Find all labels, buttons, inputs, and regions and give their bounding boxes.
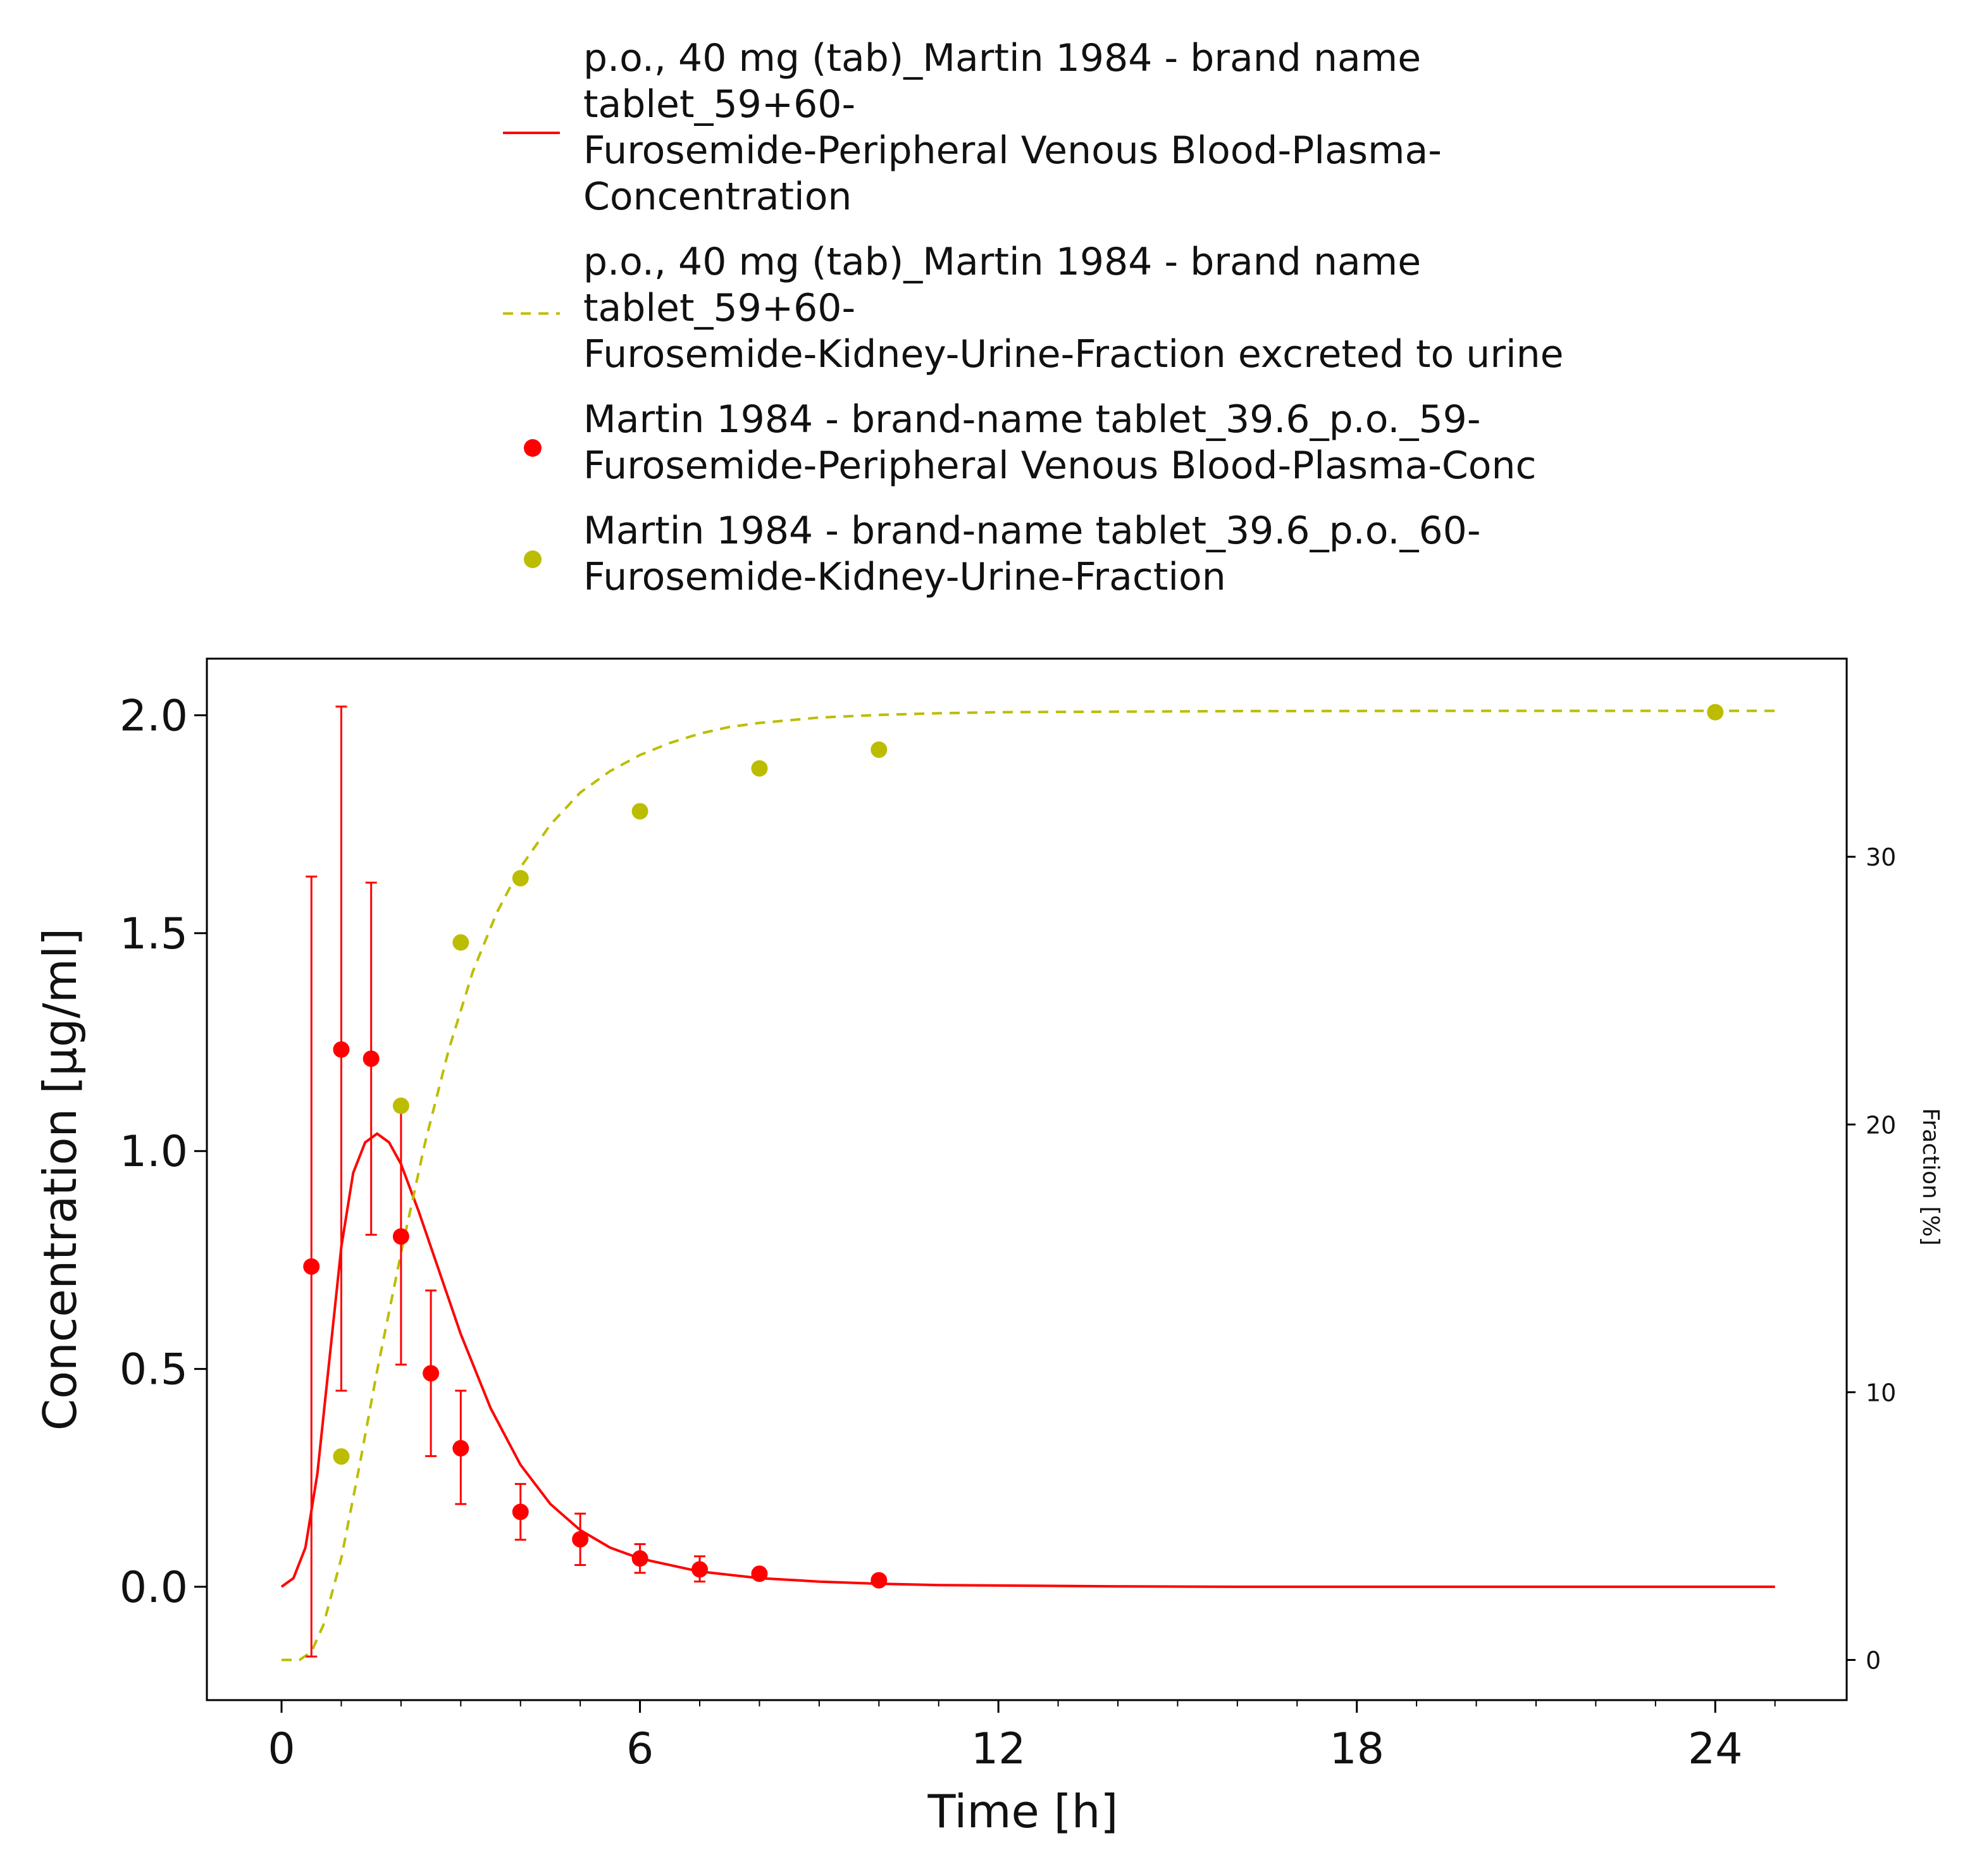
legend-label: Furosemide-Kidney-Urine-Fraction (583, 555, 1226, 599)
y-left-tick-label: 2.0 (120, 692, 188, 742)
y-axis-left: 0.0 0.5 1.0 1.5 2.0 (120, 692, 207, 1613)
y-right-tick-label: 0 (1866, 1647, 1881, 1675)
data-point-3 (333, 1448, 350, 1465)
y-left-tick-label: 0.0 (120, 1563, 188, 1613)
data-point-2 (333, 1041, 350, 1058)
data-point-2 (871, 1572, 888, 1589)
data-point-3 (751, 760, 768, 777)
legend-label: p.o., 40 mg (tab)_Martin 1984 - brand na… (583, 240, 1421, 284)
data-point-2 (751, 1565, 768, 1582)
plot-frame (206, 657, 1848, 1701)
data-point-2 (303, 1258, 320, 1275)
plot-area (280, 704, 1775, 1662)
data-point-2 (512, 1503, 529, 1520)
y-axis-right-title: Fraction [%] (1918, 1108, 1943, 1245)
legend-label: tablet_59+60- (583, 82, 855, 127)
series-line-0 (280, 1132, 1775, 1588)
y-axis-right: 0 10 20 30 (1847, 843, 1896, 1675)
legend-swatch-2 (524, 439, 542, 457)
legend-label: p.o., 40 mg (tab)_Martin 1984 - brand na… (583, 36, 1421, 80)
legend-label: Furosemide-Kidney-Urine-Fraction excrete… (583, 332, 1564, 376)
legend-label: Martin 1984 - brand-name tablet_39.6_p.o… (583, 397, 1480, 442)
x-tick-label: 18 (1329, 1724, 1384, 1774)
x-tick-label: 24 (1688, 1724, 1743, 1774)
data-point-2 (423, 1365, 440, 1382)
y-right-tick-label: 30 (1866, 843, 1896, 871)
data-point-2 (572, 1531, 589, 1548)
data-point-2 (392, 1228, 409, 1245)
x-tick-label: 6 (626, 1724, 654, 1774)
y-right-tick-label: 20 (1866, 1111, 1896, 1139)
legend: p.o., 40 mg (tab)_Martin 1984 - brand na… (503, 36, 1564, 599)
data-point-2 (452, 1439, 469, 1457)
legend-label: tablet_59+60- (583, 286, 855, 330)
y-left-tick-label: 0.5 (120, 1345, 188, 1395)
x-axis: 0 6 12 18 24 (268, 1700, 1776, 1774)
x-tick-label: 0 (268, 1724, 295, 1774)
data-point-3 (452, 934, 469, 951)
legend-label: Furosemide-Peripheral Venous Blood-Plasm… (583, 128, 1442, 173)
data-point-2 (363, 1050, 380, 1067)
x-tick-label: 12 (971, 1724, 1026, 1774)
legend-swatch-3 (524, 550, 542, 568)
series-line-1 (282, 709, 1775, 1662)
data-point-3 (1707, 704, 1724, 721)
y-right-tick-label: 10 (1866, 1379, 1896, 1407)
legend-label: Martin 1984 - brand-name tablet_39.6_p.o… (583, 509, 1480, 553)
data-point-3 (512, 869, 529, 886)
data-point-3 (392, 1097, 409, 1114)
data-point-3 (631, 803, 648, 820)
legend-label: Concentration (583, 175, 852, 219)
data-point-2 (631, 1550, 648, 1567)
y-axis-left-title: Concentration [µg/ml] (34, 928, 87, 1431)
y-left-tick-label: 1.5 (120, 909, 188, 959)
data-point-3 (871, 741, 888, 758)
y-left-tick-label: 1.0 (120, 1127, 188, 1177)
data-point-2 (691, 1561, 709, 1578)
x-axis-title: Time [h] (927, 1785, 1119, 1838)
legend-label: Furosemide-Peripheral Venous Blood-Plasm… (583, 444, 1537, 488)
